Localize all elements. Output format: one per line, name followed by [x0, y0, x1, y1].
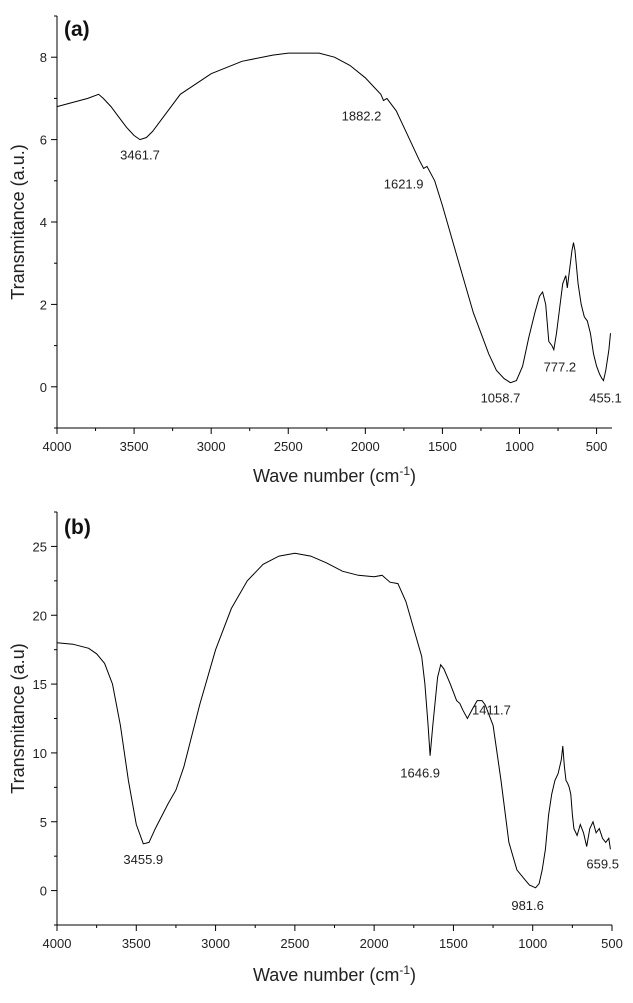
y-axis-title: Transmitance (a.u.): [8, 144, 28, 299]
panel-label: (b): [64, 516, 91, 539]
panel-a: 4000 3500 3000 2500 2000 1500 1000 500 0 2 4 6 8 3461…: [8, 15, 622, 486]
spectrum-line: [56, 552, 611, 889]
peak-label: 777.2: [544, 360, 577, 375]
y-tick-label: 25: [33, 539, 47, 554]
y-tick-label: 0: [40, 380, 47, 395]
x-tick-label: 1500: [439, 936, 468, 951]
x-tick-label: 4000: [43, 936, 72, 951]
y-tick-label: 20: [33, 608, 47, 623]
y-tick-label: 4: [40, 215, 47, 230]
y-tick-label: 15: [33, 677, 47, 692]
y-tick-label: 10: [33, 746, 47, 761]
peak-label: 1058.7: [481, 391, 521, 406]
y-tick-label: 6: [40, 133, 47, 148]
x-tick-label: 500: [586, 439, 608, 454]
x-tick-label: 3500: [122, 936, 151, 951]
x-tick-label: 500: [601, 936, 623, 951]
x-tick-label: 4000: [43, 439, 72, 454]
x-tick-label: 3000: [201, 936, 230, 951]
peak-label: 3455.9: [123, 852, 163, 867]
x-axis-title: Wave number (cm-1): [253, 963, 416, 985]
x-tick-label: 1000: [518, 936, 547, 951]
x-tick-label: 2500: [280, 936, 309, 951]
panel-label: (a): [64, 18, 90, 41]
x-tick-label: 2000: [351, 439, 380, 454]
y-tick-label: 2: [40, 297, 47, 312]
peak-label: 1646.9: [400, 766, 440, 781]
panel-b: 4000 3500 3000 2500 2000 1500 1000 500 0 5 10 15 20 2…: [8, 511, 623, 985]
x-tick-label: 3500: [120, 439, 149, 454]
y-axis-title: Transmitance (a.u): [8, 643, 28, 793]
x-tick-label: 3000: [197, 439, 226, 454]
x-tick-label: 2500: [274, 439, 303, 454]
peak-label: 659.5: [586, 857, 619, 872]
x-tick-label: 2000: [360, 936, 389, 951]
peak-label: 1411.7: [472, 703, 511, 718]
y-tick-label: 8: [40, 50, 47, 65]
x-axis-title: Wave number (cm-1): [253, 464, 416, 486]
peak-label: 1621.9: [384, 176, 424, 191]
peak-label: 455.1: [589, 391, 622, 406]
peak-label: 1882.2: [342, 108, 382, 123]
peak-label: 981.6: [511, 898, 544, 913]
x-tick-label: 1500: [428, 439, 457, 454]
y-tick-label: 0: [40, 884, 47, 899]
spectrum-line: [56, 52, 611, 384]
peak-label: 3461.7: [120, 148, 160, 163]
x-tick-label: 1000: [505, 439, 534, 454]
y-tick-label: 5: [40, 815, 47, 830]
